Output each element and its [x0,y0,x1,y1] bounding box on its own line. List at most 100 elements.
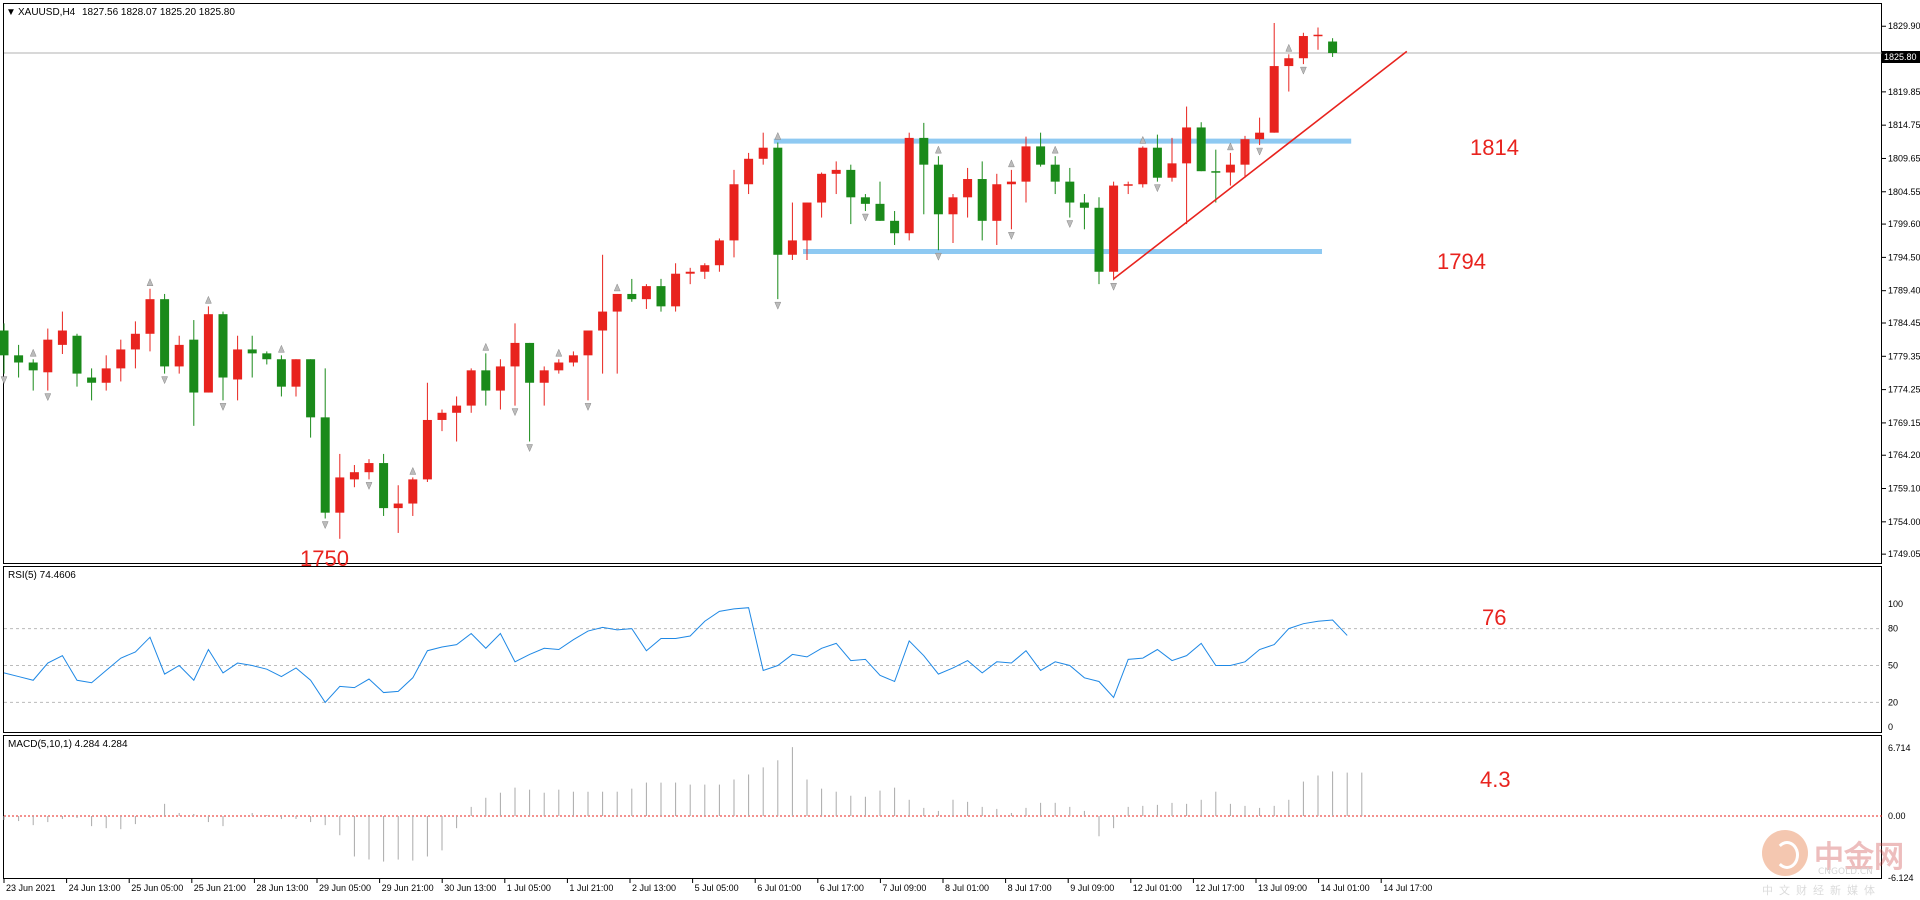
candle-body[interactable] [977,179,987,221]
candle-body[interactable] [364,463,374,473]
fractal-down-icon [1110,282,1117,291]
header-arrow[interactable]: ▼ [6,7,16,18]
candle-body[interactable] [203,314,213,393]
fractal-down-icon [0,376,8,385]
candle-body[interactable] [101,368,111,383]
candle-body[interactable] [700,265,710,272]
candle-body[interactable] [306,359,316,418]
candle-body[interactable] [904,137,914,234]
time-axis-label: 12 Jul 17:00 [1195,883,1244,893]
candle-body[interactable] [583,330,593,356]
candle-body[interactable] [598,311,608,331]
candle-body[interactable] [276,359,286,387]
candle-body[interactable] [1313,34,1323,37]
candle-body[interactable] [1298,36,1308,59]
candle-body[interactable] [291,359,301,387]
candle-body[interactable] [510,342,520,367]
candle-body[interactable] [1050,164,1060,182]
candle-body[interactable] [495,366,505,391]
candle-body[interactable] [875,203,885,221]
candle-body[interactable] [1152,147,1162,178]
candle-body[interactable] [525,342,535,383]
candle-body[interactable] [72,335,82,374]
candle-body[interactable] [452,405,462,413]
candle-body[interactable] [1196,127,1206,172]
candle-body[interactable] [466,370,476,406]
candle-body[interactable] [116,349,126,369]
candle-body[interactable] [43,339,53,373]
candle-body[interactable] [437,412,447,420]
candle-body[interactable] [1036,146,1046,165]
candle-body[interactable] [1109,185,1119,272]
candle-body[interactable] [948,197,958,215]
candle-body[interactable] [773,147,783,255]
candle-body[interactable] [714,240,724,266]
candle-body[interactable] [1211,171,1221,173]
candle-body[interactable] [1094,207,1104,272]
candle-body[interactable] [1225,164,1235,173]
candle-body[interactable] [1167,163,1177,178]
candle-body[interactable] [671,273,681,307]
candle-body[interactable] [817,173,827,203]
candle-body[interactable] [1065,181,1075,203]
candle-body[interactable] [641,286,651,300]
candle-body[interactable] [393,503,403,509]
candle-body[interactable] [612,293,622,312]
candle-body[interactable] [189,339,199,393]
candle-body[interactable] [57,330,67,345]
candle-body[interactable] [1182,127,1192,164]
candle-body[interactable] [481,370,491,391]
candle-body[interactable] [568,355,578,363]
candle-body[interactable] [933,164,943,215]
candle-body[interactable] [1328,41,1338,54]
candle-body[interactable] [1269,66,1279,133]
candle-body[interactable] [1079,202,1089,208]
candle-body[interactable] [130,333,140,350]
level-label-1794: 1794 [1437,249,1486,274]
candle-body[interactable] [14,355,24,363]
candle-body[interactable] [87,377,97,383]
candle-body[interactable] [744,158,754,185]
candle-body[interactable] [656,286,666,307]
candle-body[interactable] [729,184,739,241]
candle-body[interactable] [539,370,549,383]
candle-body[interactable] [846,169,856,198]
candle-body[interactable] [174,344,184,367]
candle-body[interactable] [160,299,170,367]
candle-body[interactable] [1138,147,1148,185]
candle-body[interactable] [554,362,564,371]
candle-body[interactable] [627,293,637,300]
candle-body[interactable] [1284,58,1294,67]
candle-body[interactable] [919,137,929,165]
candle-body[interactable] [262,353,272,360]
candle-body[interactable] [890,220,900,234]
candle-body[interactable] [145,299,155,334]
candle-body[interactable] [831,169,841,174]
candle-body[interactable] [802,202,812,241]
candle-body[interactable] [1255,132,1265,140]
candle-body[interactable] [233,349,243,380]
candle-body[interactable] [320,417,330,513]
candle-body[interactable] [218,314,228,378]
candle-body[interactable] [685,271,695,274]
candle-body[interactable] [758,147,768,159]
candle-body[interactable] [1021,146,1031,182]
candle-body[interactable] [335,477,345,513]
candle-body[interactable] [1123,184,1133,186]
candle-body[interactable] [379,463,389,509]
candle-body[interactable] [422,419,432,480]
candle-body[interactable] [247,349,257,354]
fractal-down-icon [1066,220,1074,229]
candle-body[interactable] [963,179,973,198]
candle-body[interactable] [408,479,418,504]
candle-body[interactable] [349,472,359,480]
candle-body[interactable] [787,240,797,255]
candle-body[interactable] [28,362,38,371]
candle-body[interactable] [1006,181,1016,185]
candle-body[interactable] [860,197,870,204]
trend-line[interactable] [1113,50,1408,280]
candle-body[interactable] [1240,139,1250,165]
candle-body[interactable] [992,184,1002,221]
candle-body[interactable] [0,330,9,356]
